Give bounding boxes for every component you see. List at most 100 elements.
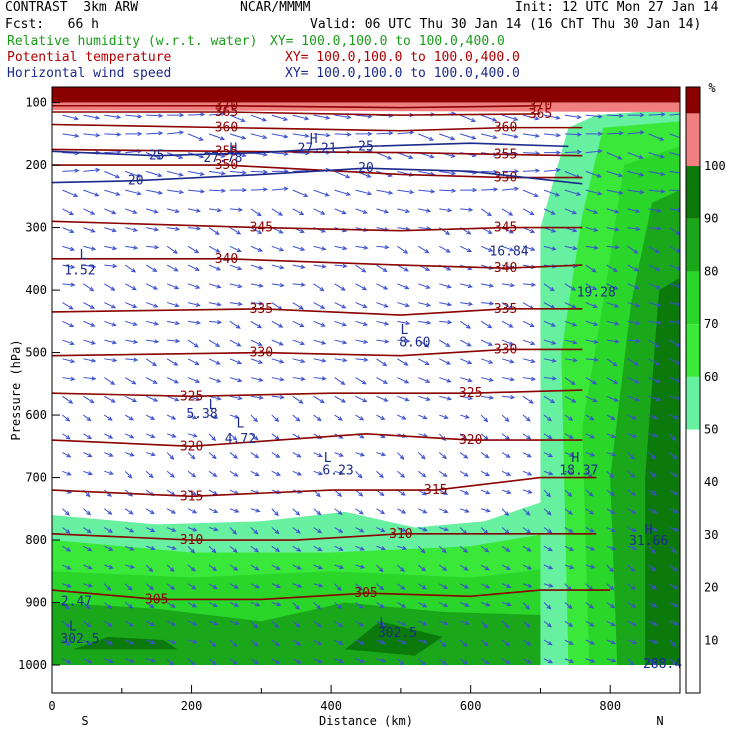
wind-arrow (146, 658, 155, 662)
wind-arrowhead (254, 566, 260, 571)
wind-arrowhead (171, 545, 177, 551)
wind-arrowhead (550, 322, 557, 327)
extremum-label: 8.60 (399, 335, 430, 350)
wind-arrowhead (635, 320, 641, 326)
wind-arrow (292, 508, 300, 516)
wind-arrowhead (233, 472, 239, 477)
wind-arrow (438, 452, 447, 459)
wind-arrow (522, 152, 540, 154)
wind-arrow (522, 564, 532, 570)
wind-arrow (418, 377, 430, 383)
wind-arrow (438, 545, 447, 553)
wind-arrowhead (195, 208, 201, 213)
wind-arrowhead (169, 455, 175, 460)
wind-arrow (543, 320, 556, 327)
theta-contour (52, 123, 583, 132)
wind-arrowhead (153, 303, 159, 308)
wind-arrowhead (65, 623, 71, 628)
wind-arrow (376, 302, 388, 308)
wind-arrowhead (609, 473, 615, 479)
wind-arrow (397, 583, 405, 590)
wind-arrow (648, 639, 658, 644)
theta-contour-label: 325 (459, 386, 482, 401)
wind-arrowhead (359, 640, 365, 645)
wind-arrow (606, 433, 616, 438)
wind-arrow (648, 395, 661, 401)
wind-arrow (627, 264, 639, 272)
wind-arrowhead (633, 249, 639, 254)
wind-arrow (417, 545, 425, 554)
wind-arrow (146, 639, 155, 644)
wind-arrowhead (614, 227, 620, 232)
wind-arrowhead (195, 396, 201, 401)
wind-arrowhead (232, 642, 238, 647)
theta-contour (52, 220, 583, 232)
wind-arrow (145, 620, 155, 627)
wind-arrowhead (69, 340, 75, 346)
wind-arrow (355, 283, 367, 291)
wind-arrow (501, 583, 511, 588)
wind-arrow (271, 152, 288, 155)
wind-arrow (250, 395, 263, 399)
wind-arrow (229, 658, 238, 665)
wind-arrow (83, 602, 91, 610)
wind-arrow (355, 245, 368, 249)
wind-arrow (480, 114, 497, 122)
wind-arrow (83, 189, 99, 197)
wind-arrow (669, 489, 678, 495)
wind-arrow (229, 133, 246, 140)
wind-arrowhead (232, 436, 238, 441)
wind-arrow (271, 583, 281, 588)
wind-arrow (292, 189, 308, 197)
wind-arrow (543, 414, 552, 421)
wind-arrowhead (526, 453, 532, 458)
wind-arrowhead (677, 302, 680, 307)
extremum-label: H (571, 451, 579, 466)
wind-arrow (145, 583, 154, 590)
wind-arrow (62, 452, 71, 458)
wind-arrow (501, 508, 509, 516)
wind-arrow (229, 545, 238, 553)
rh-field-xy: XY= 100.0,100.0 to 100.0,400.0 (270, 34, 505, 49)
wind-arrowhead (367, 191, 373, 196)
wind-arrowhead (635, 303, 641, 308)
wind-arrowhead (530, 358, 536, 364)
wind-arrowhead (550, 398, 556, 404)
wind-arrowhead (572, 340, 578, 345)
wind-arrow (104, 508, 112, 515)
theta-contour (52, 104, 541, 109)
wind-arrow (208, 452, 217, 459)
wind-arrowhead (656, 302, 662, 307)
wind-arrowhead (362, 321, 369, 326)
wind-arrowhead (232, 530, 238, 535)
wind-arrowhead (673, 508, 679, 513)
wind-arrowhead (379, 585, 385, 591)
wind-arrow (229, 639, 237, 647)
wind-arrow (397, 508, 406, 514)
colorbar-band (686, 324, 700, 377)
theta-field-xy: XY= 100.0,100.0 to 100.0,400.0 (285, 50, 520, 65)
wind-arrow (564, 283, 576, 291)
wind-arrowhead (69, 228, 75, 233)
wind-arrow (585, 433, 595, 439)
wind-arrowhead (401, 621, 407, 626)
wind-arrow (187, 470, 196, 478)
theta-contour-label: 310 (180, 533, 203, 548)
colorbar-band (686, 218, 700, 272)
wind-arrowhead (609, 567, 614, 573)
wind-arrowhead (179, 112, 185, 118)
wind-arrowhead (446, 360, 452, 365)
wind-arrowhead (548, 471, 554, 476)
wind-arrow (104, 377, 115, 385)
wind-arrowhead (422, 509, 428, 514)
wind-arrowhead (195, 320, 202, 325)
wind-arrowhead (655, 361, 661, 366)
wind-arrowhead (237, 378, 243, 383)
wind-arrowhead (534, 133, 540, 138)
wind-arrowhead (471, 135, 477, 140)
wind-arrowhead (635, 338, 641, 344)
wind-arrowhead (422, 621, 428, 626)
wind-arrow (397, 470, 405, 478)
wind-arrow (501, 433, 510, 440)
wind-arrowhead (526, 435, 532, 440)
